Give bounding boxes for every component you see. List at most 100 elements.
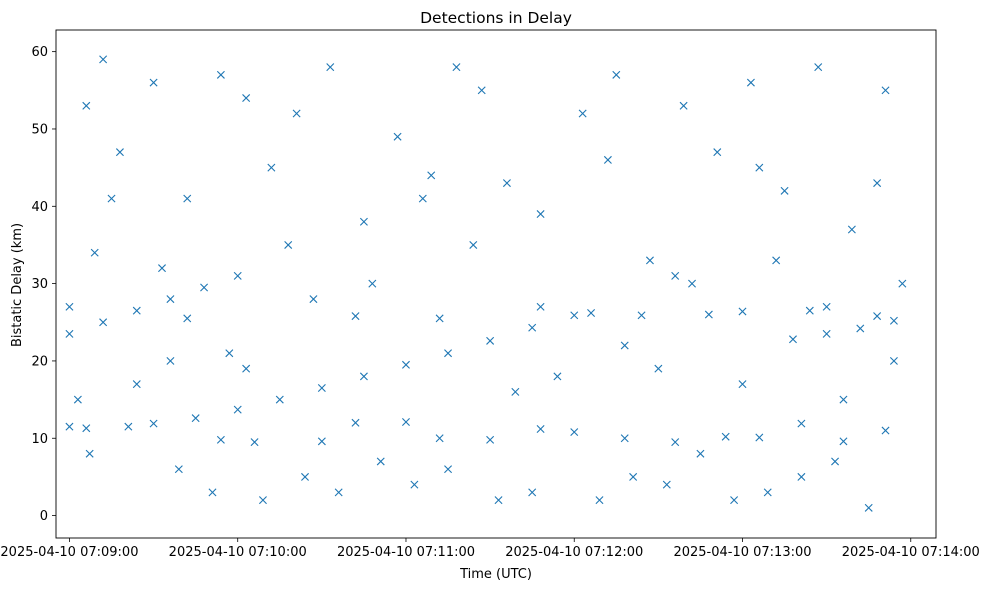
data-point: [418, 194, 427, 203]
data-point: [662, 480, 671, 489]
data-point: [721, 432, 730, 441]
data-point: [233, 405, 242, 414]
y-axis-label: Bistatic Delay (km): [10, 223, 25, 347]
data-point: [822, 302, 831, 311]
data-point: [90, 248, 99, 257]
data-point: [839, 437, 848, 446]
data-point: [713, 148, 722, 157]
data-point: [115, 148, 124, 157]
data-point: [746, 78, 755, 87]
y-tick-label: 40: [31, 200, 48, 215]
y-tick-label: 10: [31, 432, 48, 447]
data-point: [208, 488, 217, 497]
data-point: [132, 380, 141, 389]
data-point: [65, 422, 74, 431]
data-point: [881, 426, 890, 435]
data-point: [620, 434, 629, 443]
y-tick-label: 20: [31, 354, 48, 369]
data-point: [486, 435, 495, 444]
data-point: [671, 438, 680, 447]
data-point: [149, 419, 158, 428]
data-point: [788, 335, 797, 344]
data-point: [578, 109, 587, 118]
data-point: [797, 472, 806, 481]
data-point: [107, 194, 116, 203]
x-tick-label: 2025-04-10 07:10:00: [169, 545, 307, 560]
data-markers: [65, 55, 907, 512]
data-point: [393, 132, 402, 141]
data-point: [671, 271, 680, 280]
data-point: [536, 424, 545, 433]
data-point: [645, 256, 654, 265]
data-point: [225, 349, 234, 358]
data-point: [772, 256, 781, 265]
data-point: [65, 302, 74, 311]
x-tick-label: 2025-04-10 07:12:00: [505, 545, 643, 560]
data-point: [166, 356, 175, 365]
data-point: [158, 264, 166, 273]
data-point: [149, 78, 158, 87]
data-point: [334, 488, 343, 497]
data-point: [889, 356, 898, 365]
data-point: [401, 360, 410, 369]
data-point: [351, 312, 360, 321]
y-tick-label: 0: [40, 509, 48, 524]
data-point: [427, 171, 436, 180]
data-point: [847, 225, 856, 234]
data-point: [166, 295, 175, 304]
data-point: [536, 210, 545, 219]
data-point: [730, 496, 739, 505]
data-point: [351, 418, 360, 427]
data-point: [82, 424, 91, 433]
data-point: [603, 155, 612, 164]
data-point: [174, 465, 183, 474]
data-point: [780, 186, 789, 195]
data-point: [536, 302, 545, 311]
data-point: [275, 395, 284, 404]
data-point: [688, 279, 697, 288]
data-point: [528, 488, 537, 497]
data-point: [216, 435, 225, 444]
data-point: [898, 279, 907, 288]
data-point: [435, 434, 444, 443]
data-point: [587, 309, 596, 317]
data-point: [553, 372, 562, 381]
data-point: [317, 437, 326, 446]
data-point: [132, 306, 141, 315]
data-point: [570, 428, 579, 437]
data-point: [805, 306, 814, 315]
data-point: [65, 329, 74, 338]
x-tick-label: 2025-04-10 07:11:00: [337, 545, 475, 560]
data-point: [73, 395, 82, 404]
data-point: [494, 496, 503, 505]
data-point: [200, 283, 209, 292]
data-point: [191, 414, 200, 423]
data-point: [864, 503, 873, 512]
data-point: [738, 307, 747, 316]
x-axis: 2025-04-10 07:09:00 2025-04-10 07:10:00 20…: [0, 538, 980, 560]
data-point: [233, 271, 242, 280]
data-point: [814, 63, 823, 72]
x-axis-label: Time (UTC): [459, 567, 532, 582]
data-point: [317, 384, 326, 392]
data-point: [469, 240, 478, 249]
data-point: [755, 163, 764, 172]
x-tick-label: 2025-04-10 07:13:00: [673, 545, 811, 560]
data-point: [216, 70, 225, 79]
data-point: [570, 311, 579, 320]
data-point: [889, 316, 898, 325]
data-point: [696, 449, 705, 458]
data-point: [528, 323, 537, 332]
plot-area: [55, 29, 937, 539]
y-tick-label: 30: [31, 277, 48, 292]
data-point: [267, 163, 276, 172]
data-point: [873, 312, 882, 321]
data-point: [242, 94, 251, 103]
y-tick-label: 60: [31, 45, 48, 60]
x-tick-label: 2025-04-10 07:09:00: [0, 545, 138, 560]
y-tick-label: 50: [31, 122, 48, 137]
data-point: [301, 472, 310, 481]
data-point: [831, 457, 840, 466]
data-point: [309, 295, 318, 304]
